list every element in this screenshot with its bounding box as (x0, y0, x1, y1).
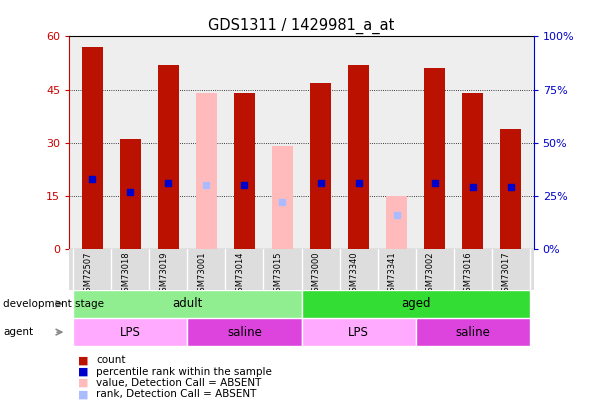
Bar (158, 65, 178, 249)
Text: saline: saline (455, 326, 490, 339)
Text: GSM73018: GSM73018 (121, 251, 130, 297)
Bar (500, 129, 521, 249)
Bar (348, 65, 369, 249)
Bar (463, 93, 483, 249)
Bar (272, 146, 293, 249)
Text: development stage: development stage (3, 299, 104, 309)
Bar (386, 196, 407, 249)
Text: GSM73017: GSM73017 (502, 251, 511, 297)
Text: LPS: LPS (348, 326, 369, 339)
Text: GSM73014: GSM73014 (235, 251, 244, 296)
Bar (120, 139, 140, 249)
Text: GSM73002: GSM73002 (426, 251, 435, 296)
Text: adult: adult (172, 297, 203, 310)
Text: GSM73341: GSM73341 (388, 251, 397, 297)
Text: agent: agent (3, 327, 33, 337)
Text: ■: ■ (78, 356, 89, 365)
Bar (196, 93, 217, 249)
Text: GSM73019: GSM73019 (159, 251, 168, 296)
Text: GDS1311 / 1429981_a_at: GDS1311 / 1429981_a_at (208, 18, 395, 34)
Bar (234, 93, 255, 249)
Bar (425, 68, 445, 249)
Bar (188, 318, 302, 346)
Bar (310, 83, 331, 249)
Bar (415, 318, 530, 346)
Text: GSM73001: GSM73001 (197, 251, 206, 296)
Text: saline: saline (227, 326, 262, 339)
Text: value, Detection Call = ABSENT: value, Detection Call = ABSENT (96, 378, 262, 388)
Text: GSM73340: GSM73340 (350, 251, 359, 297)
Text: ■: ■ (78, 367, 89, 377)
Text: rank, Detection Call = ABSENT: rank, Detection Call = ABSENT (96, 390, 257, 399)
Bar (302, 318, 415, 346)
Text: ■: ■ (78, 378, 89, 388)
Bar (73, 318, 188, 346)
Text: count: count (96, 356, 126, 365)
Text: GSM73016: GSM73016 (464, 251, 473, 297)
Text: percentile rank within the sample: percentile rank within the sample (96, 367, 273, 377)
Text: ■: ■ (78, 390, 89, 399)
Bar (73, 290, 302, 318)
Text: GSM72507: GSM72507 (83, 251, 92, 296)
Bar (82, 47, 103, 249)
Text: LPS: LPS (120, 326, 140, 339)
Text: GSM73015: GSM73015 (274, 251, 282, 296)
Text: GSM73000: GSM73000 (312, 251, 321, 296)
Text: aged: aged (401, 297, 431, 310)
Bar (302, 290, 530, 318)
